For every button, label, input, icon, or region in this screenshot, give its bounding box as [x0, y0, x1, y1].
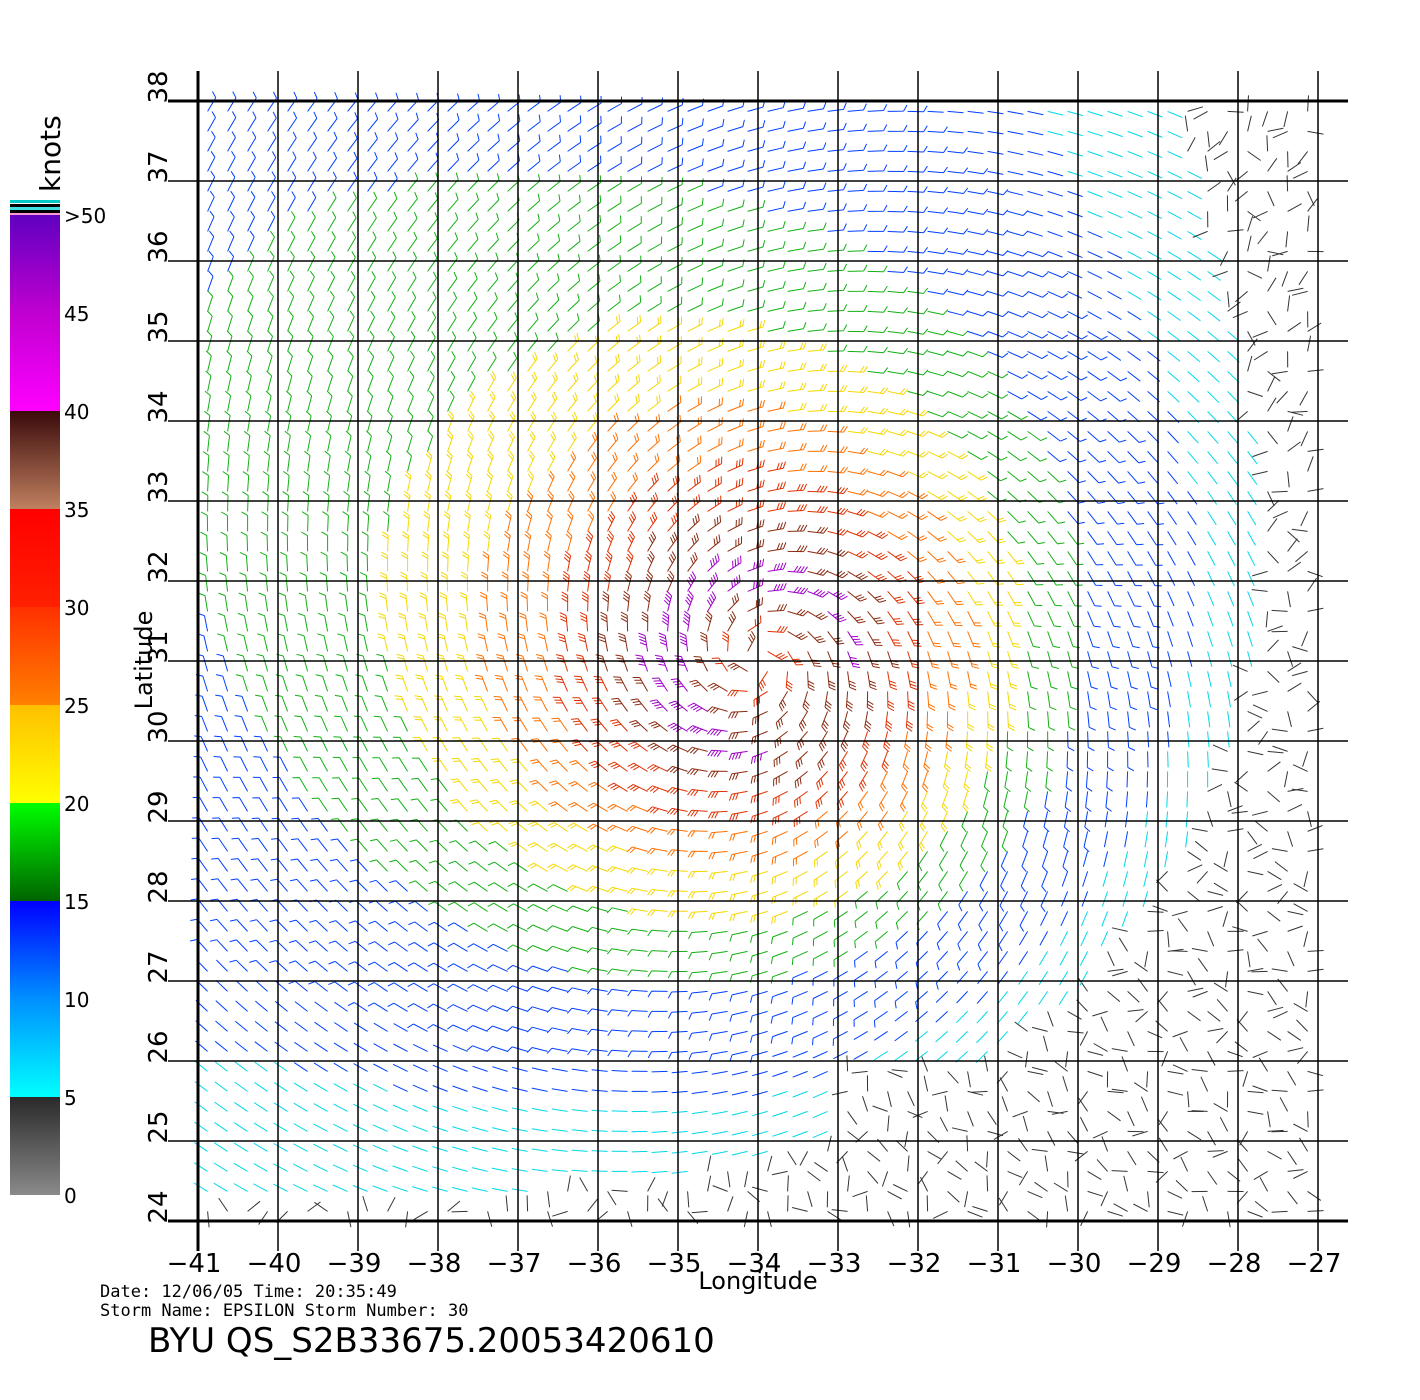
x-tick-label: −34 [727, 1249, 782, 1279]
y-axis-label: Latitude [130, 611, 158, 710]
colorbar-tick-label: 35 [64, 498, 89, 522]
y-tick-labels: 24 25 26 27 28 29 30 31 32 33 34 35 36 37 38 [144, 70, 174, 1223]
colorbar-band-45-50 [10, 215, 60, 313]
y-tick-label: 27 [144, 950, 174, 983]
colorbar-tick-label: 15 [64, 890, 89, 914]
colorbar-tick-label: 40 [64, 400, 89, 424]
colorbar-band-35-40 [10, 411, 60, 509]
y-tick-label: 35 [144, 310, 174, 343]
y-tick-label: 24 [144, 1190, 174, 1223]
x-tick-label: −35 [647, 1249, 702, 1279]
x-tick-label: −27 [1287, 1249, 1342, 1279]
x-tick-label: −37 [487, 1249, 542, 1279]
x-tick-label: −38 [407, 1249, 462, 1279]
colorbar-band-20-25 [10, 705, 60, 803]
colorbar-tick-label: 0 [64, 1184, 77, 1208]
colorbar-tick-label: 20 [64, 792, 89, 816]
y-tick-label: 26 [144, 1030, 174, 1063]
y-tick-label: 25 [144, 1110, 174, 1143]
grid [168, 71, 1348, 1251]
colorbar-tick-label: 5 [64, 1086, 77, 1110]
colorbar-tick-label: 25 [64, 694, 89, 718]
footer-storm-info: Storm Name: EPSILON Storm Number: 30 [100, 1301, 468, 1321]
colorbar-tick-label: >50 [64, 204, 106, 228]
y-tick-label: 33 [144, 470, 174, 503]
colorbar-band-40-45 [10, 313, 60, 411]
footer-date-time: Date: 12/06/05 Time: 20:35:49 [100, 1282, 397, 1302]
colorbar-band-10-15 [10, 901, 60, 999]
colorbar-band-0-5 [10, 1097, 60, 1195]
x-tick-label: −33 [807, 1249, 862, 1279]
y-tick-label: 30 [144, 710, 174, 743]
colorbar-tick-label: 45 [64, 302, 89, 326]
x-tick-label: −32 [887, 1249, 942, 1279]
colorbar-tick-label: 30 [64, 596, 89, 620]
y-tick-label: 32 [144, 550, 174, 583]
y-tick-label: 31 [144, 630, 174, 663]
x-axis-label: Longitude [698, 1267, 817, 1295]
x-tick-label: −31 [967, 1249, 1022, 1279]
x-tick-label: −40 [247, 1249, 302, 1279]
x-tick-label: −39 [327, 1249, 382, 1279]
colorbar-band-5-10 [10, 999, 60, 1097]
colorbar: knots 0 5 10 15 20 25 30 35 40 45 >50 [10, 115, 106, 1208]
x-tick-label: −28 [1207, 1249, 1262, 1279]
y-tick-label: 29 [144, 790, 174, 823]
x-tick-labels: −41 −40 −39 −38 −37 −36 −35 −34 −33 −32 −31 −30 −29−… [167, 1249, 1342, 1279]
colorbar-unit-label: knots [34, 115, 67, 192]
colorbar-band-25-30 [10, 607, 60, 705]
colorbar-band-30-35 [10, 509, 60, 607]
y-tick-label: 34 [144, 390, 174, 423]
x-tick-label: −36 [567, 1249, 622, 1279]
x-tick-label: −29 [1127, 1249, 1182, 1279]
colorbar-overflow-stripes [10, 200, 60, 216]
y-tick-label: 37 [144, 150, 174, 183]
y-tick-label: 36 [144, 230, 174, 263]
x-tick-label: −41 [167, 1249, 222, 1279]
x-tick-label: −30 [1047, 1249, 1102, 1279]
colorbar-band-15-20 [10, 803, 60, 901]
y-tick-label: 38 [144, 70, 174, 103]
y-tick-label: 28 [144, 870, 174, 903]
wind-barbs [189, 91, 1324, 1228]
footer-file-id: BYU QS_S2B33675.20053420610 [148, 1321, 715, 1361]
colorbar-tick-label: 10 [64, 988, 89, 1012]
